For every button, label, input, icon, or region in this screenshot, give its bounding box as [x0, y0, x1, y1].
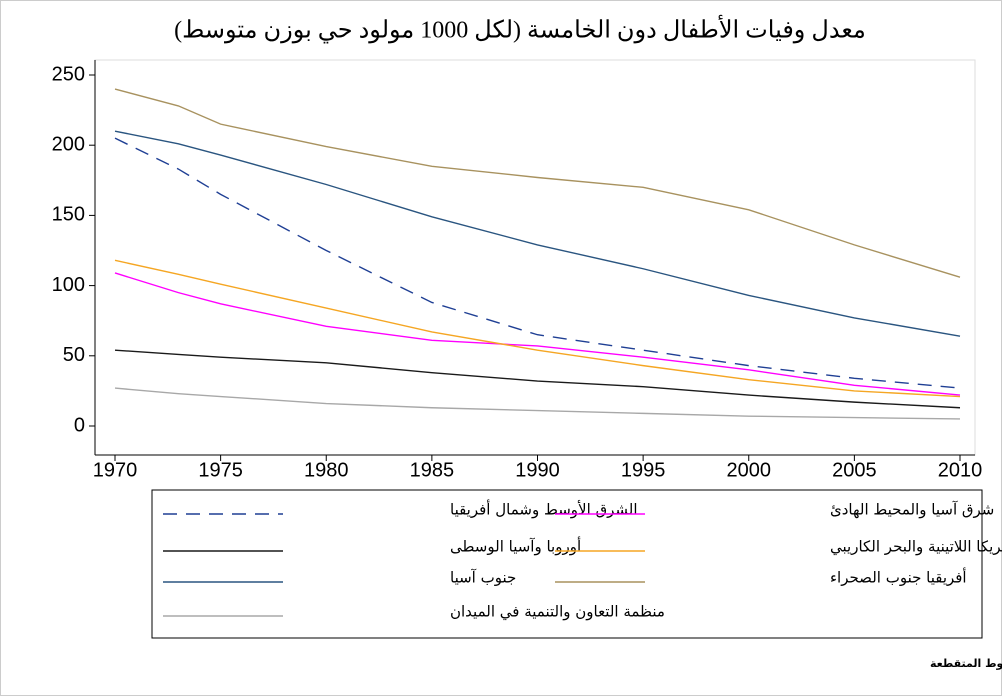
x-tick-label: 1975	[198, 459, 243, 481]
legend-label: منظمة التعاون والتنمية في الميدان	[450, 603, 665, 622]
plot-area	[94, 59, 976, 456]
legend-label: أمريكا اللاتينية والبحر الكاريبي	[830, 537, 1002, 557]
y-tick-label: 0	[74, 414, 85, 436]
y-tick-label: 150	[52, 204, 85, 226]
legend-label: شرق آسيا والمحيط الهادئ	[830, 501, 994, 519]
legend-label: جنوب آسيا	[450, 569, 516, 587]
series-line	[114, 259, 961, 398]
y-tick-label: 100	[52, 274, 85, 296]
x-tick-label: 1985	[410, 459, 455, 481]
note: ملاحظة: منطقة الشرق الأوسط وشمال أفريقيا…	[930, 656, 1002, 670]
y-tick-label: 250	[52, 63, 85, 85]
series-line	[114, 130, 961, 337]
chart-title: معدل وفيات الأطفال دون الخامسة (لكل 1000…	[174, 14, 866, 44]
legend-label: الشرق الأوسط وشمال أفريقيا	[450, 500, 638, 519]
x-tick-label: 1995	[621, 459, 666, 481]
series-line	[114, 349, 961, 409]
legend-label: أوروبا وآسيا الوسطى	[450, 537, 581, 556]
y-tick-label: 200	[52, 133, 85, 155]
series-line	[114, 137, 961, 389]
x-tick-label: 1980	[304, 459, 349, 481]
series-line	[114, 387, 961, 420]
series-line	[114, 272, 961, 396]
x-tick-label: 1970	[93, 459, 138, 481]
x-tick-label: 2010	[938, 459, 983, 481]
y-tick-label: 50	[63, 344, 85, 366]
legend-label: أفريقيا جنوب الصحراء	[830, 568, 967, 587]
x-tick-label: 2005	[832, 459, 877, 481]
x-tick-label: 1990	[515, 459, 560, 481]
x-tick-label: 2000	[727, 459, 772, 481]
series-line	[114, 88, 961, 278]
